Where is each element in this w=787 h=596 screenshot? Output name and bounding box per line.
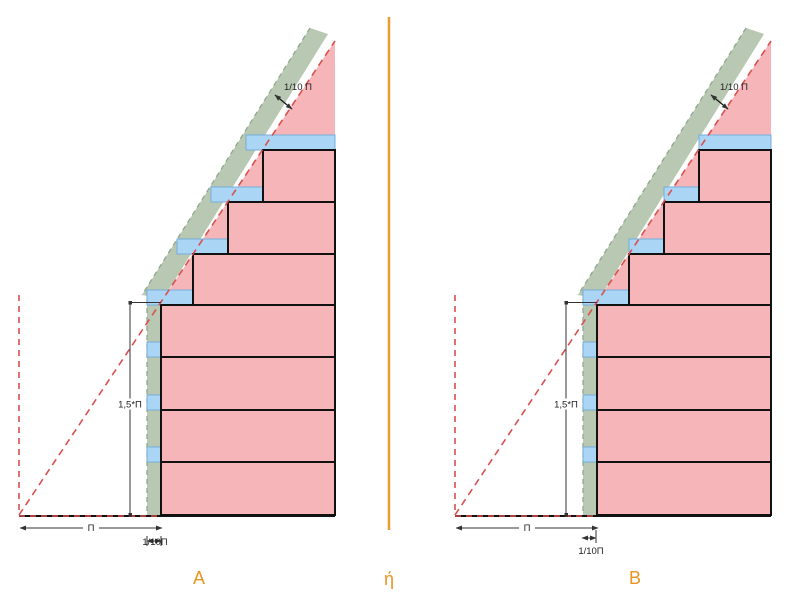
zone-width-bottom-label: 1/10Π [142,537,167,548]
facade-slab [582,341,598,358]
facade-slab [582,446,598,463]
figure-label: A [193,568,205,588]
divider-or-label: ή [384,569,394,589]
floor-box [160,409,336,463]
label-mask [114,398,146,410]
floor-box [596,409,772,463]
width-dimension-label: Π [88,523,95,534]
label-mask [550,398,582,410]
floor-box [663,201,772,255]
step-slab [628,238,665,255]
zone-width-top-label: 1/10 Π [284,82,312,93]
facade-slab [582,394,598,411]
zone-width-arrow [274,94,293,110]
floor-box [596,304,772,358]
facade-slab [146,394,162,411]
figure-a-diagram: 1,5*Π Π 1/10 Π 1/10Π A [18,27,336,588]
label-mask [83,521,99,533]
floor-box [192,253,336,306]
label-mask [519,521,535,533]
setback-zone-outer-edge [577,27,747,296]
step-slab [176,238,229,255]
divider-group: ή [384,17,394,589]
floor-box [596,356,772,411]
zone-width-bottom-label: 1/10Π [578,546,603,557]
width-dimension-label: Π [524,523,531,534]
floor-box [698,149,772,203]
zone-width-top-label: 1/10 Π [720,82,748,93]
figure-label: B [629,568,641,588]
roof-slab [698,134,772,151]
floor-box [596,461,772,516]
facade-slab [146,341,162,358]
dimension-dot [564,513,568,517]
dimension-dot [128,513,132,517]
ideal-solid-diagonal-dashed [454,40,772,516]
floor-box [160,356,336,411]
roof-slab [245,134,336,151]
ideal-solid-diagonal-dashed [18,40,336,516]
floor-box [262,149,336,203]
figure-b-diagram: 1,5*Π Π 1/10 Π 1/10Π B [454,27,772,588]
step-slab [210,186,264,203]
floor-box [227,201,336,255]
height-dimension-label: 1,5*Π [554,400,578,411]
dimension-dot [128,301,132,305]
facade-slab [146,446,162,463]
floor-box [160,304,336,358]
height-dimension-label: 1,5*Π [118,400,142,411]
floor-box [628,253,772,306]
setback-zone-outer-edge [141,27,311,296]
zone-width-arrow [710,94,729,110]
dimension-dot [564,301,568,305]
floor-box [160,461,336,516]
